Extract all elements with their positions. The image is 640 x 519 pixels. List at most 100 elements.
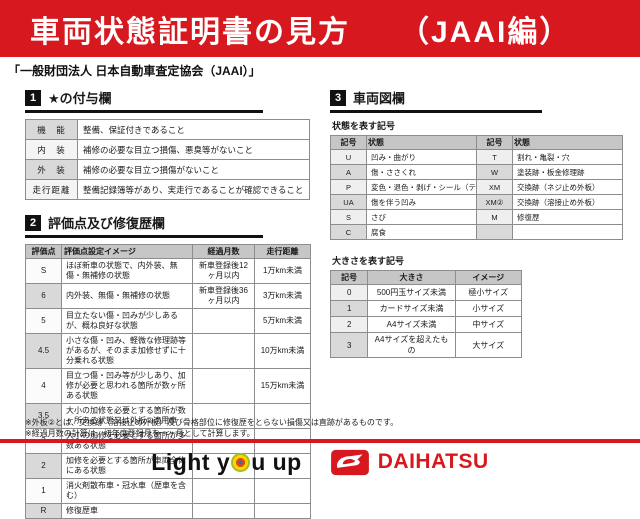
- score-cell: 5: [25, 308, 62, 334]
- mileage-cell: 1万km未満: [254, 258, 311, 284]
- table-row: C 腐食: [330, 224, 623, 240]
- row-desc: 整備、保証付きであること: [77, 119, 310, 140]
- table-row: 走行距離 整備記録簿等があり、実走行であることが確認できること: [25, 179, 310, 200]
- row-desc: 補修の必要な目立つ損傷、悪臭等がないこと: [77, 139, 310, 160]
- state-symbols-table: 記号 状態 記号 状態 U 凹み・曲がり T 割れ・亀裂・穴 A 傷・ささくれ …: [330, 135, 623, 240]
- image-cell: 大サイズ: [454, 332, 523, 358]
- light-you-up-logo: Light y u up: [151, 449, 301, 476]
- score-cell: S: [25, 258, 62, 284]
- desc-cell: ほぼ新車の状態で、内外装、無傷・無補修の状態: [61, 258, 193, 284]
- col-header: 経過月数: [192, 244, 255, 259]
- table-row: 1 カードサイズ未満 小サイズ: [329, 300, 523, 317]
- col-header: 状態: [366, 135, 477, 150]
- state-cell: 傷を伴う凹み: [366, 194, 477, 210]
- row-label: 外 装: [25, 159, 78, 180]
- months-cell: 新車登録後12ヶ月以内: [192, 258, 255, 284]
- symbol-cell: S: [330, 209, 367, 225]
- col-header: 状態: [512, 135, 623, 150]
- row-label: 機 能: [25, 119, 78, 140]
- desc-cell: 修復歴車: [61, 503, 193, 519]
- size-cell: A4サイズ未満: [367, 316, 456, 333]
- table-row: A 傷・ささくれ W 塗装跡・板金修理跡: [330, 164, 623, 180]
- state-cell: さび: [366, 209, 477, 225]
- section1-header: 1 ★の付与欄: [25, 88, 263, 113]
- col-header: 走行距離: [254, 244, 311, 259]
- score-cell: 1: [25, 478, 62, 504]
- symbol-cell: 0: [329, 284, 369, 301]
- table-row: 5 目立たない傷・凹みが少しあるが、概ね良好な状態 5万km未満: [25, 308, 311, 334]
- footer-divider: [0, 439, 640, 443]
- footer: Light y u up DAIHATSU: [0, 447, 640, 477]
- section3-title: 車両図欄: [353, 91, 406, 106]
- image-cell: 極小サイズ: [454, 284, 523, 301]
- image-cell: 小サイズ: [454, 300, 523, 317]
- col-header: 大きさ: [367, 270, 456, 285]
- table-row: U 凹み・曲がり T 割れ・亀裂・穴: [330, 149, 623, 165]
- page-banner: 車両状態証明書の見方 （JAAI編）: [0, 0, 640, 57]
- brand-name: DAIHATSU: [377, 450, 489, 473]
- symbol-cell: A: [330, 164, 367, 180]
- table-row: 6 内外装、無傷・無補修の状態 新車登録後36ヶ月以内 3万km未満: [25, 283, 311, 309]
- symbol-cell: 2: [329, 316, 369, 333]
- state-cell: 割れ・亀裂・穴: [512, 149, 623, 165]
- symbol-cell: W: [476, 164, 513, 180]
- section2-title: 評価点及び修復歴欄: [48, 216, 166, 231]
- subtitle: 「一般財団法人 日本自動車査定協会（JAAI）」: [8, 64, 261, 78]
- section2-number-badge: 2: [25, 214, 41, 231]
- state-cell: 凹み・曲がり: [366, 149, 477, 165]
- star-criteria-table: 機 能 整備、保証付きであること 内 装 補修の必要な目立つ損傷、悪臭等がないこ…: [25, 119, 310, 200]
- daihatsu-logo: DAIHATSU: [330, 449, 489, 476]
- daihatsu-mark-icon: [330, 449, 369, 475]
- table-row: 1 消火剤散布車・冠水車（歴車を含む）: [25, 478, 311, 504]
- slogan-text-left: Light y: [151, 448, 231, 475]
- table-row: 機 能 整備、保証付きであること: [25, 119, 310, 140]
- table-row: 内 装 補修の必要な目立つ損傷、悪臭等がないこと: [25, 139, 310, 160]
- symbol-cell: M: [476, 209, 513, 225]
- state-cell: 交換跡（溶接止め外板）: [512, 194, 623, 210]
- symbol-cell: XM②: [476, 194, 513, 210]
- size-cell: 500円玉サイズ未満: [367, 284, 456, 301]
- symbol-cell: T: [476, 149, 513, 165]
- mileage-cell: 10万km未満: [254, 333, 311, 369]
- table-row: 0 500円玉サイズ未満 極小サイズ: [329, 284, 523, 301]
- score-cell: 2: [25, 453, 62, 479]
- page-title: 車両状態証明書の見方 （JAAI編）: [30, 15, 572, 49]
- col-header: 記号: [330, 135, 367, 150]
- target-rings-icon: [231, 452, 251, 472]
- col-header: 記号: [329, 270, 369, 285]
- table-row: 4 目立つ傷・凹み等が少しあり、加修が必要と思われる箇所が数ヶ所ある状態 15万…: [25, 368, 311, 404]
- table-header-row: 評価点 評価点設定イメージ 経過月数 走行距離: [25, 244, 311, 259]
- desc-cell: 目立つ傷・凹み等が少しあり、加修が必要と思われる箇所が数ヶ所ある状態: [61, 368, 193, 404]
- desc-cell: 加修を必要とする箇所が車両全体にある状態: [61, 453, 193, 479]
- score-cell: 6: [25, 283, 62, 309]
- mileage-cell: [254, 503, 311, 519]
- col-header: 評価点: [25, 244, 62, 259]
- col-header: 評価点設定イメージ: [61, 244, 193, 259]
- table-row: 外 装 補修の必要な目立つ損傷がないこと: [25, 159, 310, 180]
- note-line: ※経過月数の計算は、初年度登録月を一ヶ月として計算します。: [25, 428, 255, 438]
- row-label: 走行距離: [25, 179, 78, 200]
- symbol-cell: P: [330, 179, 367, 195]
- symbol-cell: U: [330, 149, 367, 165]
- score-cell: R: [25, 503, 62, 519]
- section3-number-badge: 3: [330, 89, 346, 106]
- table-row: UA 傷を伴う凹み XM② 交換跡（溶接止め外板）: [330, 194, 623, 210]
- score-cell: 3.5: [25, 403, 62, 429]
- symbol-cell: 3: [329, 332, 369, 358]
- table-row: 4.5 小さな傷・凹み、軽微な修理跡等があるが、そのまま加修せずに十分乗れる状態…: [25, 333, 311, 369]
- row-desc: 整備記録簿等があり、実走行であることが確認できること: [77, 179, 310, 200]
- size-cell: A4サイズを超えたもの: [367, 332, 456, 358]
- state-cell: 塗装跡・板金修理跡: [512, 164, 623, 180]
- state-cell: 傷・ささくれ: [366, 164, 477, 180]
- state-cell: 変色・退色・剥げ・シール（テープ）跡: [366, 179, 477, 195]
- desc-cell: 小さな傷・凹み、軽微な修理跡等があるが、そのまま加修せずに十分乗れる状態: [61, 333, 193, 369]
- row-desc: 補修の必要な目立つ損傷がないこと: [77, 159, 310, 180]
- mileage-cell: [254, 453, 311, 479]
- state-cell: 腐食: [366, 224, 477, 240]
- symbol-cell: [476, 224, 513, 240]
- months-cell: 新車登録後36ヶ月以内: [192, 283, 255, 309]
- table-row: 2 加修を必要とする箇所が車両全体にある状態: [25, 453, 311, 479]
- symbol-cell: C: [330, 224, 367, 240]
- desc-cell: 内外装、無傷・無補修の状態: [61, 283, 193, 309]
- symbol-cell: XM: [476, 179, 513, 195]
